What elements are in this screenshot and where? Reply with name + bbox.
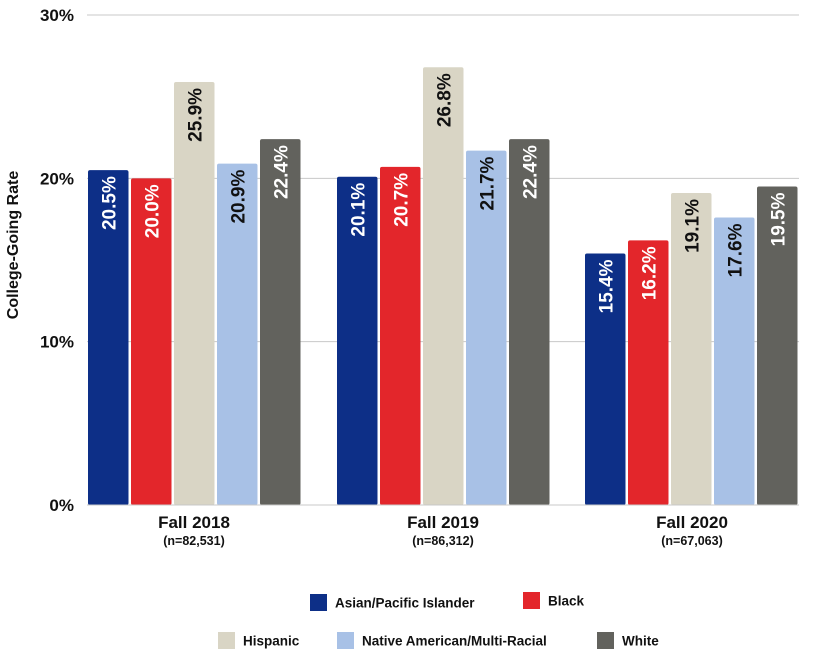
y-axis-ticks: 0% 10% 20% 30% xyxy=(40,6,74,515)
bar-native-american-multi-racial-2 xyxy=(714,217,755,506)
y-tick-label: 10% xyxy=(40,333,74,352)
bar-asian-pacific-islander-0 xyxy=(88,170,129,505)
data-label: 25.9% xyxy=(185,88,206,142)
legend-label: Black xyxy=(548,594,585,609)
bar-white-2 xyxy=(757,186,798,505)
x-category-label: Fall 2018 xyxy=(158,513,230,532)
legend-swatch xyxy=(597,632,614,649)
data-label: 20.1% xyxy=(348,183,369,237)
bar-black-2 xyxy=(628,240,669,505)
bars: 20.5% 20.0% 25.9% 20.9% 22.4% 20.1% 20.7% 26.8%… xyxy=(88,67,798,506)
legend-swatch xyxy=(523,592,540,609)
y-axis-label: College-Going Rate xyxy=(5,171,22,320)
x-axis-categories: Fall 2018 (n=82,531) Fall 2019 (n=86,312) Fa… xyxy=(158,513,728,548)
bar-black-0 xyxy=(131,178,172,506)
y-tick-label: 0% xyxy=(49,496,74,515)
legend-label: Native American/Multi-Racial xyxy=(362,634,547,649)
data-label: 26.8% xyxy=(434,73,455,127)
data-label: 21.7% xyxy=(477,156,498,210)
data-label: 22.4% xyxy=(271,145,292,199)
legend-swatch xyxy=(218,632,235,649)
bar-white-1 xyxy=(509,139,550,505)
data-label: 15.4% xyxy=(596,259,617,313)
bar-asian-pacific-islander-1 xyxy=(337,176,378,505)
x-category-label: Fall 2019 xyxy=(407,513,479,532)
bar-hispanic-1 xyxy=(423,67,464,506)
x-category-sublabel: (n=82,531) xyxy=(163,534,225,548)
bar-hispanic-2 xyxy=(671,193,712,506)
legend-swatch xyxy=(310,594,327,611)
legend-swatch xyxy=(337,632,354,649)
data-label: 22.4% xyxy=(520,145,541,199)
legend: Asian/Pacific Islander Black Hispanic Nativ… xyxy=(218,592,659,649)
bar-native-american-multi-racial-1 xyxy=(466,150,507,506)
bar-hispanic-0 xyxy=(174,81,215,505)
data-label: 20.9% xyxy=(228,170,249,224)
bar-black-1 xyxy=(380,166,421,505)
y-tick-label: 30% xyxy=(40,6,74,25)
legend-label: White xyxy=(622,634,659,649)
y-tick-label: 20% xyxy=(40,169,74,188)
bar-white-0 xyxy=(260,139,301,505)
bar-native-american-multi-racial-0 xyxy=(217,163,258,505)
legend-label: Hispanic xyxy=(243,634,300,649)
data-label: 19.5% xyxy=(768,192,789,246)
x-category-sublabel: (n=67,063) xyxy=(661,534,723,548)
data-label: 20.5% xyxy=(99,176,120,230)
data-label: 16.2% xyxy=(639,246,660,300)
data-label: 20.0% xyxy=(142,184,163,238)
data-label: 17.6% xyxy=(725,223,746,277)
legend-label: Asian/Pacific Islander xyxy=(335,596,475,611)
data-label: 19.1% xyxy=(682,199,703,253)
bar-asian-pacific-islander-2 xyxy=(585,253,626,505)
data-label: 20.7% xyxy=(391,173,412,227)
x-category-label: Fall 2020 xyxy=(656,513,728,532)
x-category-sublabel: (n=86,312) xyxy=(412,534,474,548)
